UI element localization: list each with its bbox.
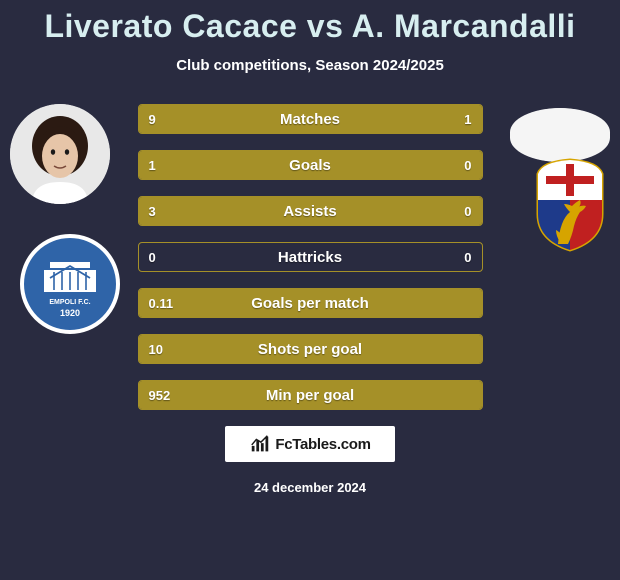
stat-row: 952 Min per goal bbox=[138, 380, 483, 410]
stat-row: 10 Shots per goal bbox=[138, 334, 483, 364]
svg-text:1920: 1920 bbox=[60, 308, 80, 318]
stat-label: Min per goal bbox=[139, 381, 482, 409]
stat-row: 3 Assists 0 bbox=[138, 196, 483, 226]
page-subtitle: Club competitions, Season 2024/2025 bbox=[0, 57, 620, 74]
stat-label: Goals per match bbox=[139, 289, 482, 317]
comparison-content: EMPOLI F.C. 1920 bbox=[0, 104, 620, 495]
footer-brand-text: FcTables.com bbox=[275, 436, 370, 453]
stat-value-right: 0 bbox=[464, 197, 471, 225]
stat-value-right: 0 bbox=[464, 243, 471, 271]
svg-text:EMPOLI F.C.: EMPOLI F.C. bbox=[49, 299, 90, 306]
player1-club-logo: EMPOLI F.C. 1920 bbox=[20, 234, 120, 334]
stat-value-right: 1 bbox=[464, 105, 471, 133]
chart-icon bbox=[249, 433, 271, 455]
player1-photo bbox=[10, 104, 110, 204]
stat-label: Hattricks bbox=[139, 243, 482, 271]
stat-row: 0 Hattricks 0 bbox=[138, 242, 483, 272]
genoa-badge-icon bbox=[520, 154, 620, 254]
stat-label: Assists bbox=[139, 197, 482, 225]
stat-label: Matches bbox=[139, 105, 482, 133]
footer-date: 24 december 2024 bbox=[0, 480, 620, 495]
player2-club-logo bbox=[520, 154, 620, 254]
stats-container: 9 Matches 1 1 Goals 0 3 Assists 0 0 Hatt… bbox=[138, 104, 483, 410]
stat-row: 9 Matches 1 bbox=[138, 104, 483, 134]
page-title: Liverato Cacace vs A. Marcandalli bbox=[0, 0, 620, 45]
footer-brand-logo: FcTables.com bbox=[225, 426, 395, 462]
stat-label: Shots per goal bbox=[139, 335, 482, 363]
stat-row: 0.11 Goals per match bbox=[138, 288, 483, 318]
empoli-badge-icon: EMPOLI F.C. 1920 bbox=[20, 234, 120, 334]
stat-label: Goals bbox=[139, 151, 482, 179]
stat-row: 1 Goals 0 bbox=[138, 150, 483, 180]
player1-photo-svg bbox=[10, 104, 110, 204]
stat-value-right: 0 bbox=[464, 151, 471, 179]
